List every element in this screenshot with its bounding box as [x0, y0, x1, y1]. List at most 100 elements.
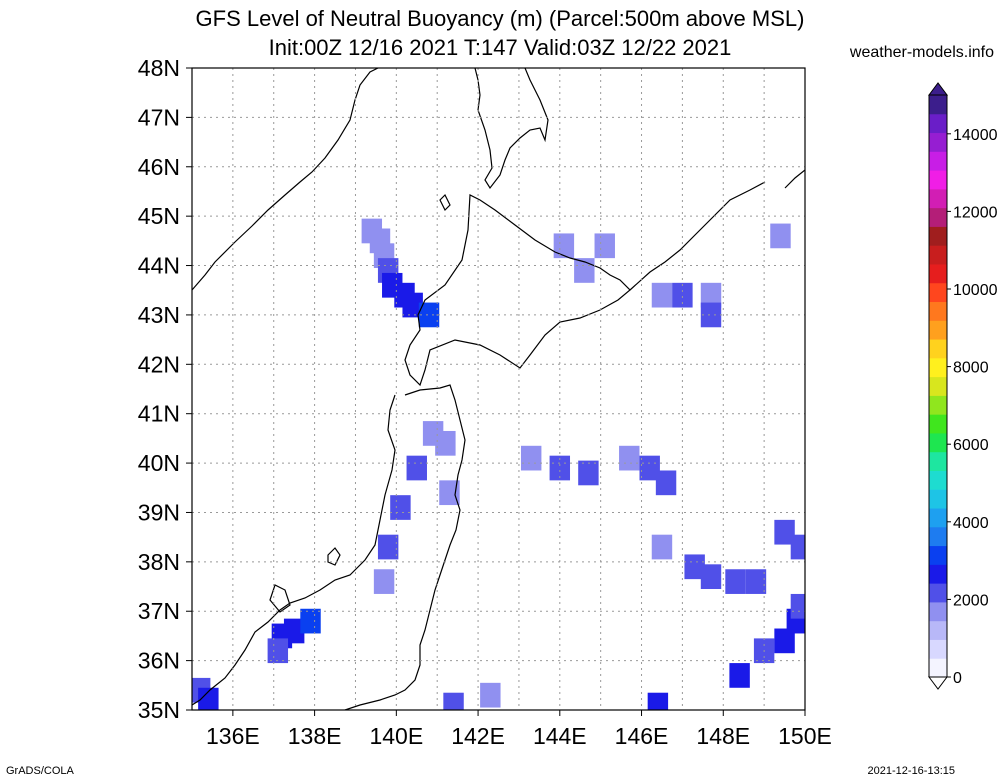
buoyancy-cell	[619, 445, 640, 471]
lat-label: 45N	[138, 203, 180, 229]
colorbar-segment	[929, 470, 947, 490]
colorbar-segment	[929, 620, 947, 640]
colorbar-label: 12000	[953, 204, 998, 221]
lat-label: 40N	[138, 450, 180, 476]
buoyancy-cell	[300, 608, 321, 634]
colorbar-segment	[929, 263, 947, 284]
buoyancy-cell	[594, 233, 615, 259]
buoyancy-cell	[647, 692, 669, 710]
buoyancy-cell	[283, 618, 305, 644]
colorbar-segment	[929, 132, 947, 152]
colorbar-segment	[929, 639, 947, 659]
colorbar-top-arrow	[928, 82, 948, 96]
footer-credit: GrADS/COLA	[6, 765, 74, 777]
colorbar-segment	[929, 188, 947, 209]
colorbar-label: 6000	[953, 437, 989, 454]
buoyancy-cell	[549, 455, 571, 481]
longitude-labels: 136E 138E 140E 142E 144E 146E 148E 150E	[206, 710, 832, 749]
buoyancy-cell	[651, 282, 673, 308]
colorbar-segment	[929, 113, 947, 134]
lon-label: 144E	[533, 723, 587, 749]
coastline-rebun-rishiri	[439, 193, 451, 212]
colorbar-segment	[929, 151, 947, 171]
footer-timestamp: 2021-12-16-13:15	[867, 765, 955, 777]
lon-label: 140E	[369, 723, 423, 749]
coastline-sakhalin	[474, 68, 549, 190]
colorbar-label: 2000	[953, 592, 989, 609]
buoyancy-cell	[725, 569, 746, 594]
buoyancy-cell	[700, 282, 722, 308]
lon-label: 138E	[288, 723, 342, 749]
colorbar-segment	[929, 583, 947, 603]
coastlines	[192, 68, 805, 710]
lon-label: 150E	[778, 723, 832, 749]
lat-label: 36N	[138, 648, 180, 674]
lat-label: 38N	[138, 549, 180, 575]
colorbar-segment	[929, 357, 947, 378]
buoyancy-cell	[390, 495, 411, 520]
lon-label: 136E	[206, 723, 260, 749]
colorbar-segment	[929, 414, 947, 434]
chart-subtitle: Init:00Z 12/16 2021 T:147 Valid:03Z 12/2…	[268, 35, 732, 60]
lat-label: 37N	[138, 598, 180, 624]
chart-title: GFS Level of Neutral Buoyancy (m) (Parce…	[195, 6, 805, 31]
colorbar-label: 0	[953, 670, 962, 687]
lat-label: 35N	[138, 697, 180, 723]
buoyancy-cell	[439, 480, 460, 506]
colorbar-frame	[928, 94, 948, 678]
lon-label: 142E	[451, 723, 505, 749]
colorbar-label: 4000	[953, 515, 989, 532]
buoyancy-cell	[729, 663, 750, 688]
buoyancy-cell	[655, 470, 677, 496]
buoyancy-cell	[373, 569, 395, 594]
buoyancy-cell	[700, 302, 722, 328]
lat-label: 41N	[138, 401, 180, 427]
buoyancy-cell	[402, 292, 423, 318]
colorbar-segment	[929, 489, 947, 509]
buoyancy-cell	[406, 455, 427, 481]
buoyancy-cell	[700, 564, 722, 590]
colorbar-segment	[929, 601, 947, 622]
lat-label: 44N	[138, 253, 180, 279]
lat-label: 47N	[138, 104, 180, 130]
colorbar-segment	[929, 451, 947, 471]
graticule	[192, 68, 805, 710]
colorbar-segment	[929, 395, 947, 415]
buoyancy-cell	[480, 682, 501, 708]
buoyancy-cell	[520, 445, 542, 471]
coastline-hokkaido	[404, 194, 631, 387]
colorbar-segment	[929, 545, 947, 565]
buoyancy-cell	[377, 534, 399, 560]
map-frame	[191, 67, 806, 711]
colorbar-segment	[929, 526, 947, 547]
colorbar-segment	[929, 301, 947, 321]
buoyancy-cell	[774, 628, 795, 654]
colorbar-segment	[929, 282, 947, 303]
latitude-labels: 48N 47N 46N 45N 44N 43N 42N 41N 40N 39N 38N 37N 36N 3…	[138, 55, 192, 723]
buoyancy-cell	[553, 233, 575, 259]
colorbar-label: 14000	[953, 127, 998, 144]
site-watermark: weather-models.info	[849, 44, 994, 61]
colorbar-segment	[929, 339, 947, 359]
coastline-noto	[269, 584, 291, 613]
colorbar-bottom-arrow	[928, 676, 948, 690]
lon-label: 148E	[696, 723, 750, 749]
buoyancy-cell	[684, 554, 705, 580]
coastline-kuril-islands	[629, 169, 805, 291]
buoyancy-cell	[774, 519, 795, 545]
buoyancy-cell	[443, 692, 464, 710]
coastline-honshu	[192, 384, 466, 710]
colorbar-segment	[929, 207, 947, 227]
coastline-sado	[327, 547, 341, 566]
colorbar-segment	[929, 376, 947, 396]
buoyancy-cell	[418, 302, 440, 328]
lat-label: 46N	[138, 154, 180, 180]
buoyancy-cell	[790, 593, 805, 619]
buoyancy-cell	[435, 430, 456, 456]
lat-label: 42N	[138, 351, 180, 377]
colorbar-segment	[929, 226, 947, 246]
colorbar-label: 10000	[953, 282, 998, 299]
buoyancy-cell	[745, 569, 767, 594]
buoyancy-cell	[639, 455, 660, 481]
